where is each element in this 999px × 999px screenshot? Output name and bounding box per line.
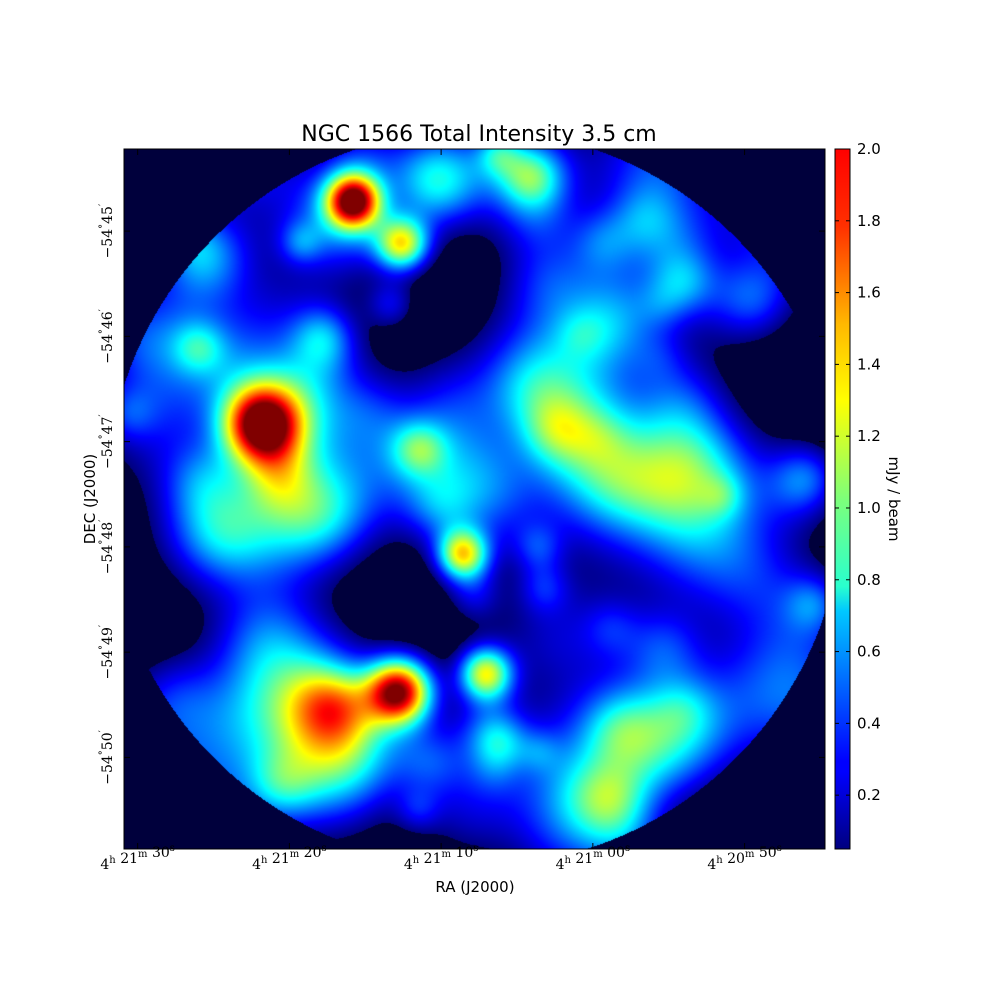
x-tick-label: 4h 20m 50s [707,843,782,873]
chart-title: NGC 1566 Total Intensity 3.5 cm [301,122,656,147]
colorbar-tick-label: 0.6 [857,643,881,661]
y-axis: −54°45′ −54°46′ −54°47′ −54°48′ −54°49′ −54°5… [98,203,825,785]
x-tick-label: 4h 21m 10s [404,843,479,873]
colorbar-tick-label: 0.2 [857,786,881,804]
y-axis-label: DEC (J2000) [81,454,99,545]
colorbar-tick-label: 0.8 [857,571,881,589]
x-axis: 4h 21m 30s 4h 21m 20s 4h 21m 10s 4h 21m 00s… [100,149,782,873]
colorbar-tick-label: 1.2 [857,427,881,445]
plot-frame [123,148,826,850]
x-tick-label: 4h 21m 30s [100,843,175,873]
y-tick-label: −54°45′ [98,203,116,258]
colorbar-tick-label: 0.4 [857,714,881,732]
colorbar-tick-label: 1.6 [857,284,881,302]
map-canvas [124,149,825,849]
y-tick-label: −54°47′ [98,414,116,469]
intensity-map [123,148,826,850]
x-axis-label: RA (J2000) [435,878,514,896]
colorbar-tick-label: 2.0 [857,140,881,158]
y-tick-label: −54°46′ [98,308,116,363]
colorbar-gradient [834,148,851,850]
colorbar-tick-label: 1.0 [857,499,881,517]
colorbar-label: mJy / beam [885,456,903,541]
y-tick-label: −54°49′ [98,624,116,679]
colorbar-tick-label: 1.4 [857,355,881,373]
y-tick-label: −54°48′ [98,519,116,574]
x-tick-label: 4h 21m 00s [556,843,631,873]
x-tick-label: 4h 21m 20s [252,843,327,873]
y-tick-label: −54°50′ [98,729,116,784]
colorbar-tick-label: 1.8 [857,212,881,230]
colorbar: 0.2 0.4 0.6 0.8 1.0 1.2 1.4 1.6 1.8 2.0 mJy / bea… [834,140,903,850]
